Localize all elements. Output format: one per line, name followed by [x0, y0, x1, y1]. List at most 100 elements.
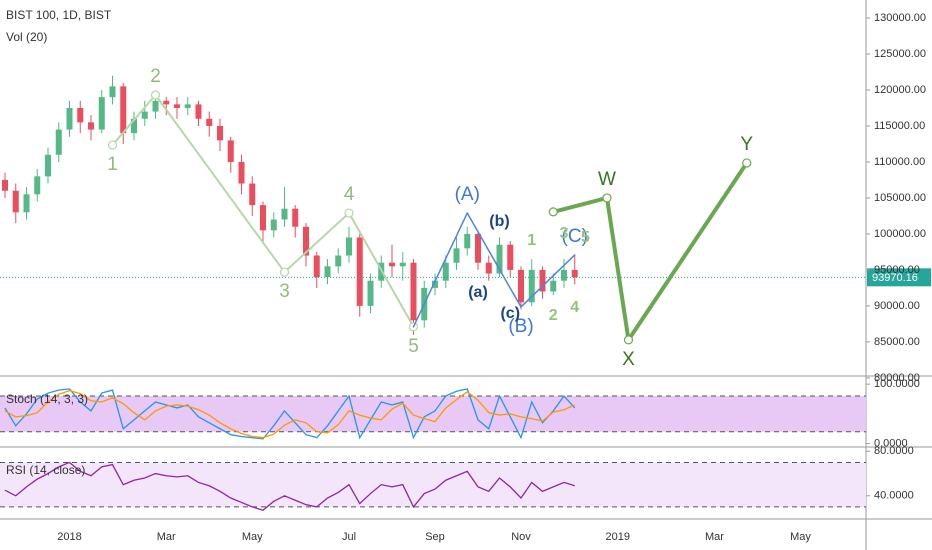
candle-body: [227, 140, 234, 162]
wave-point: [279, 267, 290, 277]
candle-body: [571, 269, 578, 278]
wave-segment: [154, 94, 286, 274]
x-tick-label: Mar: [705, 531, 724, 543]
wave-label: (C): [562, 226, 588, 247]
candle-body: [464, 233, 471, 249]
wave-point: [548, 207, 558, 217]
plot-layer: 2018 Mar May Jul Sep Nov 2019 Mar May 93970.16 1 2 3…: [0, 8, 931, 543]
last-price-box: [867, 268, 931, 287]
candle-body: [399, 262, 406, 267]
wave-point: [602, 193, 612, 203]
y-tick-label: 80000.00: [874, 372, 920, 384]
wave-point: [742, 158, 752, 168]
candle-body: [238, 161, 245, 184]
candle-body: [206, 118, 213, 126]
wave-point: [344, 208, 354, 218]
wave-label: 5: [581, 229, 590, 246]
wave-label: (b): [489, 213, 509, 230]
candle-body: [34, 176, 41, 195]
x-tick-label: 2018: [57, 531, 81, 543]
candle-body: [131, 118, 137, 134]
candle-body: [367, 280, 374, 306]
x-tick-label: Nov: [511, 531, 531, 543]
indicator-title: RSI (14, close): [6, 463, 85, 477]
wave-point: [150, 90, 161, 100]
y-tick-label: 105000.00: [874, 192, 926, 204]
candle-body: [292, 208, 299, 227]
wave-segment: [111, 94, 157, 146]
candle-body: [410, 262, 417, 321]
wave-segment: [520, 254, 576, 308]
wave-segment: [626, 160, 749, 342]
y-tick-label: 90000.00: [874, 300, 920, 312]
candle-body: [528, 269, 535, 303]
wave-segment: [605, 195, 631, 342]
candle-body: [313, 255, 320, 278]
candle-body: [12, 190, 19, 213]
wave-segment: [348, 212, 415, 328]
candle-body: [432, 280, 438, 288]
x-tick-label: May: [242, 531, 263, 543]
x-tick-label: Jul: [342, 531, 356, 543]
candle-body: [174, 104, 180, 108]
wave-label: (B): [508, 316, 533, 337]
candle-body: [260, 205, 266, 231]
candle-body: [45, 154, 51, 177]
wave-point: [107, 140, 118, 150]
indicator-line: [4, 390, 576, 439]
candle-body: [120, 86, 127, 134]
x-tick-label: 2019: [606, 531, 630, 543]
y-tick-label: 125000.00: [874, 48, 926, 60]
candle-body: [485, 262, 492, 274]
candle-body: [442, 262, 449, 281]
x-tick-label: Sep: [425, 531, 445, 543]
y-tick-label: 130000.00: [874, 12, 926, 24]
wave-label: 3: [279, 281, 290, 302]
y-tick-label: 115000.00: [874, 120, 925, 132]
y-tick-label: 95000.00: [874, 264, 920, 276]
candle-body: [389, 262, 395, 267]
last-price-label: 93970.16: [872, 272, 918, 284]
wave-label: 2: [549, 307, 558, 324]
candle-body: [23, 194, 30, 213]
wave-segment: [466, 212, 522, 308]
x-tick-label: Mar: [157, 531, 176, 543]
wave-segment: [412, 212, 468, 328]
y-tick-label: 110000.00: [874, 156, 925, 168]
wave-label: (a): [468, 284, 488, 301]
candle-body: [270, 219, 277, 231]
candle-body: [518, 269, 524, 303]
y-tick-label: 100.0000: [874, 378, 920, 390]
candle-body: [346, 237, 352, 256]
y-tick-label: 0.0000: [874, 438, 908, 450]
candle-body: [303, 226, 309, 256]
candle-body: [356, 237, 363, 306]
candle-body: [184, 104, 191, 108]
candle-body: [77, 107, 84, 123]
wave-label: 4: [344, 184, 355, 205]
indicator-title: Vol (20): [6, 30, 47, 44]
wave-label: (c): [500, 305, 520, 322]
candle-body: [55, 129, 62, 155]
candle-body: [152, 100, 159, 112]
x-tick-label: May: [790, 531, 811, 543]
candle-body: [453, 248, 460, 263]
y-tick-label: 100000.00: [874, 228, 926, 240]
y-tick-label: 80.0000: [874, 445, 914, 457]
wave-label: 2: [150, 66, 161, 87]
wave-label: Y: [740, 134, 753, 155]
indicator-line: [4, 461, 575, 511]
wave-label: 5: [408, 336, 419, 357]
candle-body: [335, 255, 342, 267]
y-tick-label: 40.0000: [874, 490, 914, 502]
chart-title: BIST 100, 1D, BIST: [6, 8, 112, 22]
candle-body: [217, 125, 223, 141]
y-tick-label: 120000.00: [874, 84, 926, 96]
wave-segment: [551, 195, 609, 214]
candle-body: [163, 100, 170, 105]
wave-label: X: [622, 349, 635, 370]
candle-body: [507, 244, 514, 270]
candle-body: [539, 269, 546, 292]
